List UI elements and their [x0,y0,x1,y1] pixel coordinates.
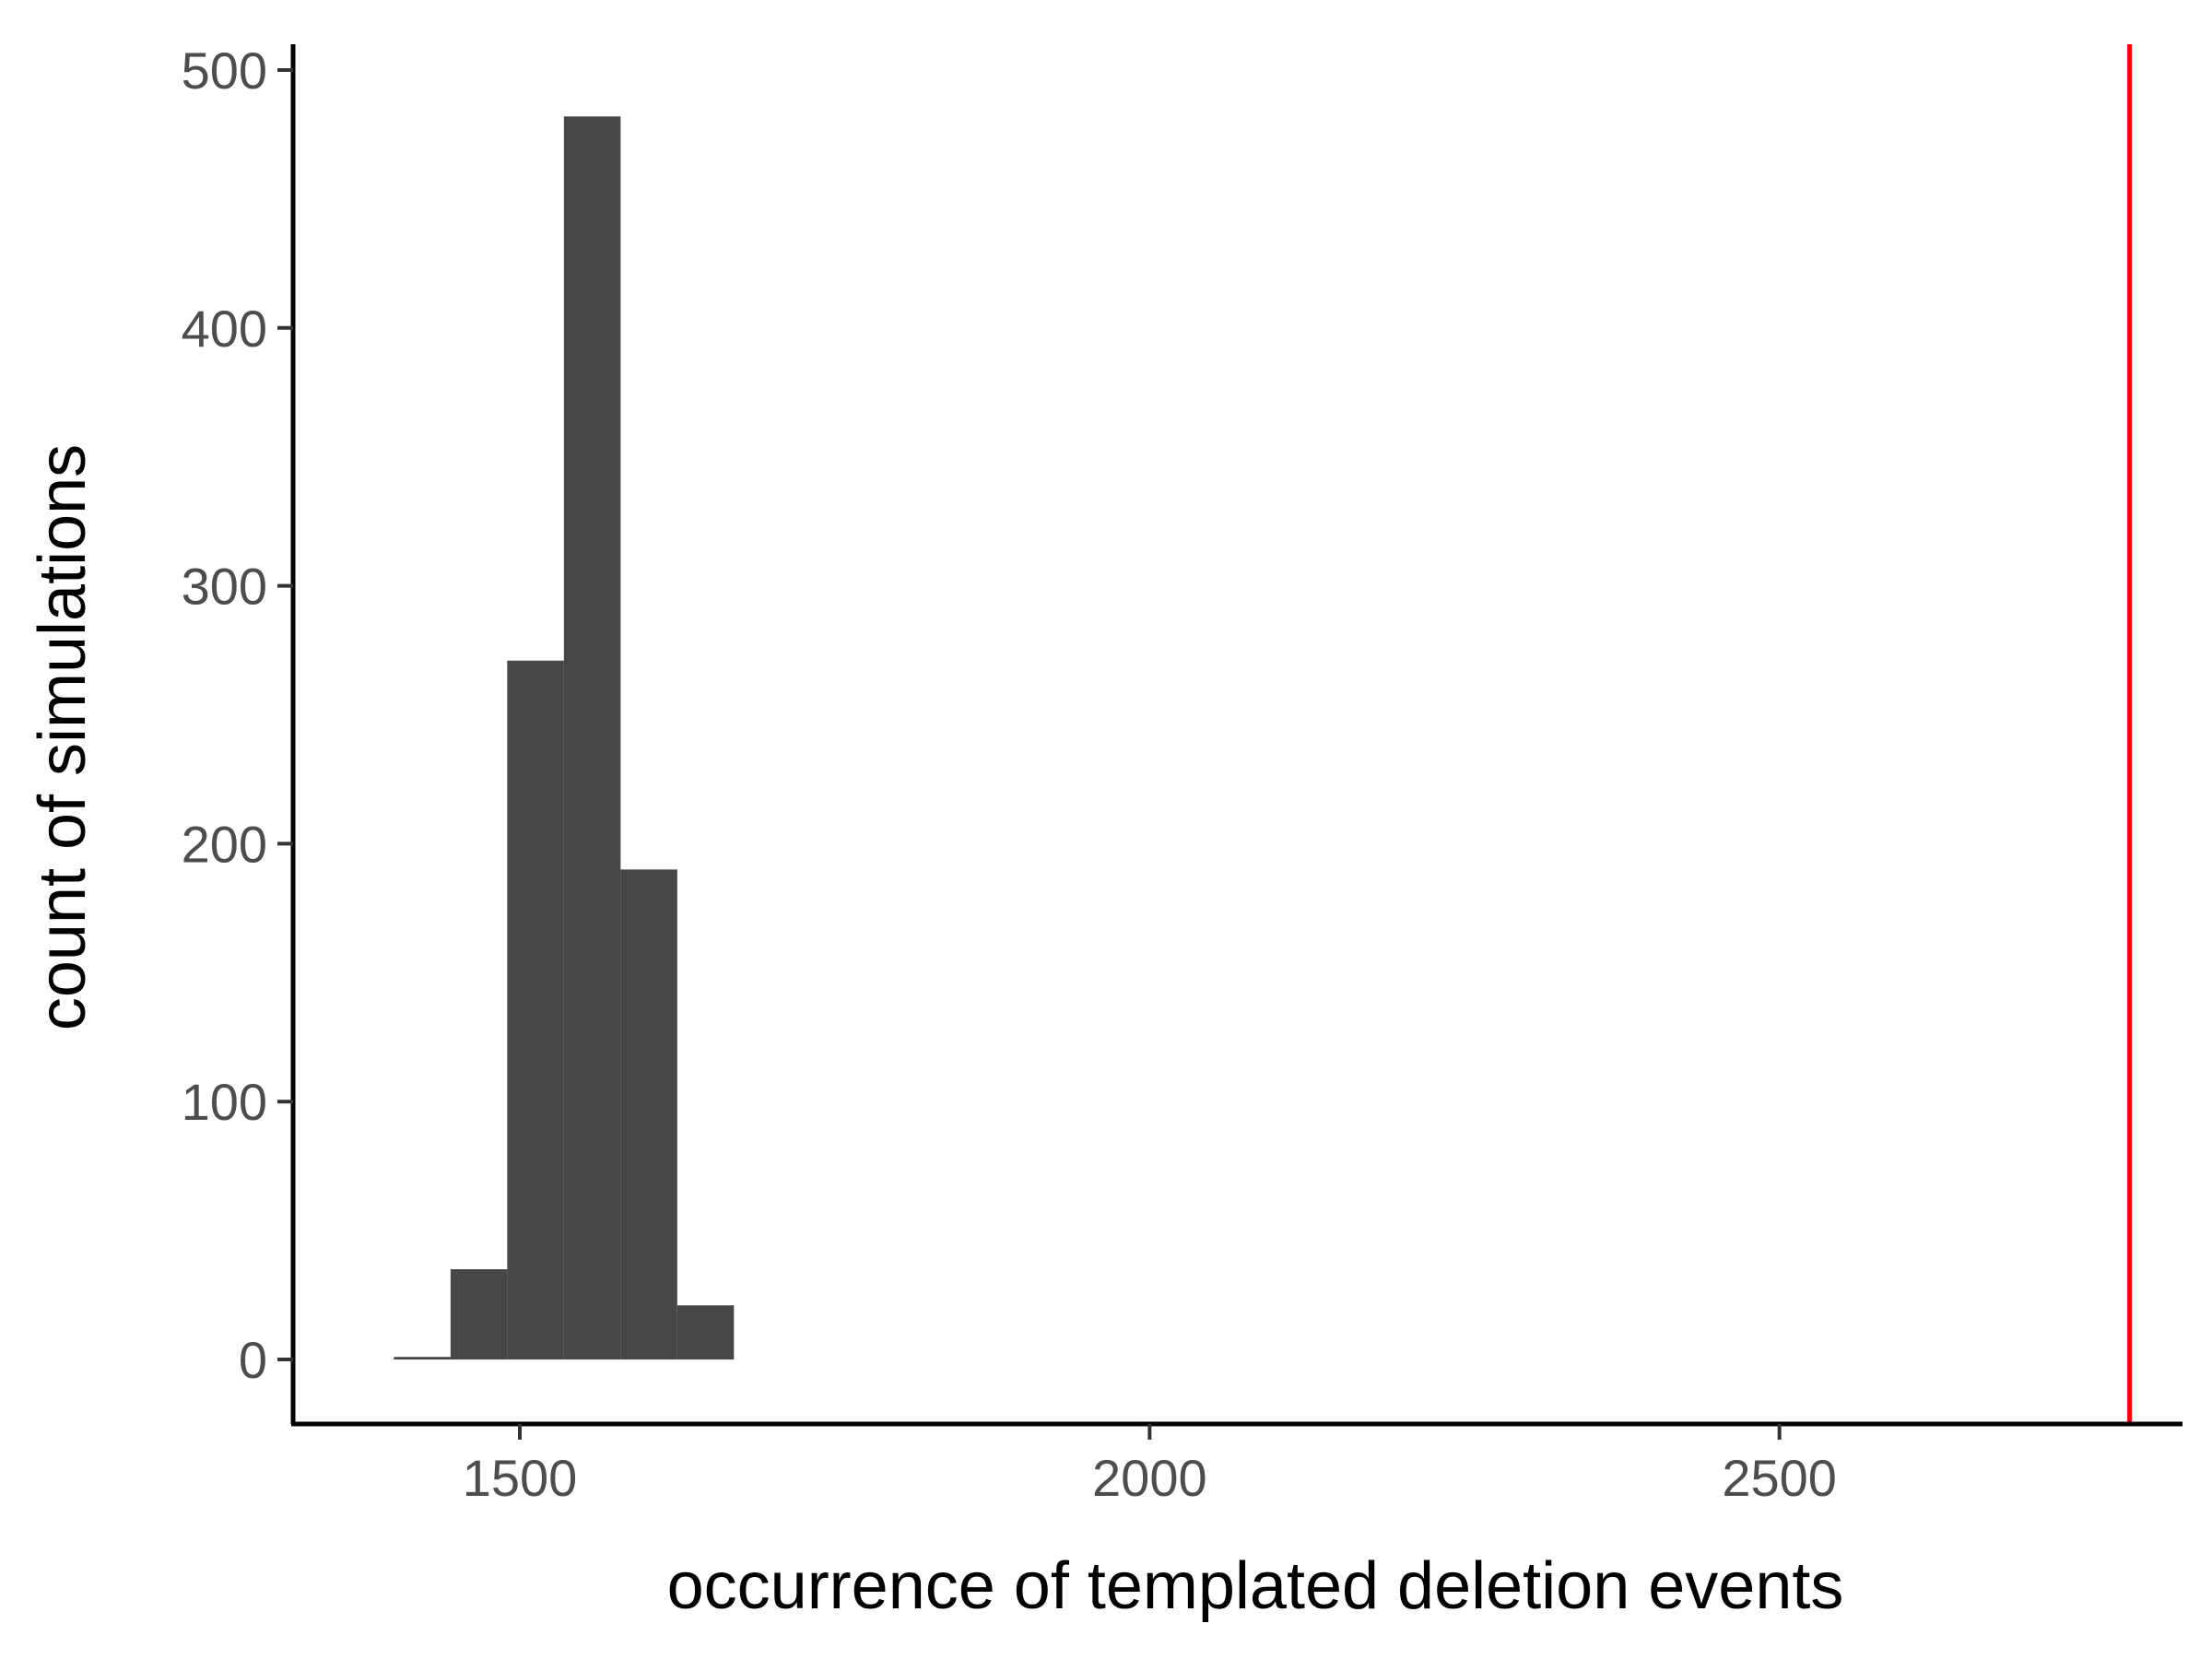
tick-group: 0 100 200 300 400 500 1500 2000 2500 [182,41,1837,1507]
y-tick-label: 0 [239,1331,267,1389]
y-tick-label: 400 [182,300,267,358]
x-tick-label: 1500 [463,1449,578,1507]
x-tick-label: 2000 [1092,1449,1207,1507]
x-tick-label: 2500 [1722,1449,1837,1507]
y-tick-label: 500 [182,41,267,100]
histogram-bar-0 [394,1357,451,1360]
y-tick-label: 100 [182,1073,267,1131]
histogram-bar-3 [563,116,621,1360]
histogram-bar-5 [677,1305,735,1360]
y-axis-title: count of simulations [26,444,100,1030]
histogram-bar-1 [450,1269,508,1360]
axes [290,44,2183,1427]
x-axis-title: occurrence of templated deletion events [667,1549,1844,1623]
histogram-bar-4 [620,869,677,1360]
histogram-bar-2 [507,660,564,1360]
y-tick-label: 300 [182,558,267,616]
histogram-bars [394,116,735,1360]
y-tick-label: 200 [182,815,267,873]
